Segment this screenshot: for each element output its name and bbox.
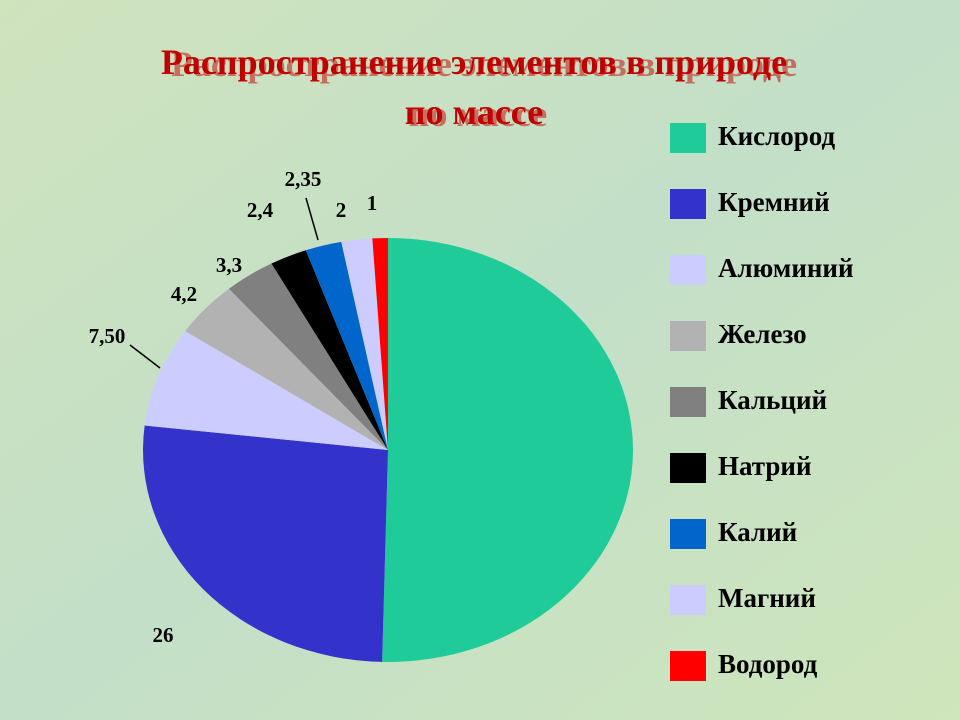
legend-label: Водород bbox=[718, 649, 818, 679]
data-label: 3,3 bbox=[216, 253, 242, 277]
chart-title: по массе bbox=[405, 92, 543, 132]
pie-slice bbox=[382, 238, 633, 662]
pie-slice bbox=[144, 331, 388, 450]
legend-label: Алюминий bbox=[718, 253, 854, 283]
legend-label: Калий bbox=[718, 517, 797, 547]
data-label: 2,35 bbox=[285, 167, 322, 191]
legend-label: Кремний bbox=[718, 187, 830, 217]
data-label: 26 bbox=[153, 623, 174, 647]
data-label: 7,50 bbox=[89, 324, 126, 348]
legend-swatch bbox=[670, 189, 706, 219]
title-shadow: по массе bbox=[409, 94, 547, 134]
legend-swatch bbox=[670, 387, 706, 417]
pie-slice bbox=[341, 238, 388, 450]
pie-slice bbox=[372, 238, 388, 450]
legend-label: Железо bbox=[718, 319, 807, 349]
chart-title: Распространение элементов в природе bbox=[161, 42, 787, 82]
pie-slice bbox=[142, 425, 388, 662]
legend-label: Магний bbox=[718, 583, 816, 613]
pie-slice bbox=[305, 241, 388, 450]
data-label: 2 bbox=[336, 198, 347, 222]
data-label: 4,2 bbox=[171, 282, 197, 306]
pie-slice bbox=[185, 288, 388, 450]
legend-swatch bbox=[670, 585, 706, 615]
pie-slice bbox=[228, 263, 388, 450]
legend-label: Кислород bbox=[718, 121, 836, 151]
legend-swatch bbox=[670, 321, 706, 351]
leader-line bbox=[305, 197, 319, 241]
legend-swatch bbox=[670, 453, 706, 483]
legend-swatch bbox=[670, 651, 706, 681]
pie-slice bbox=[271, 250, 388, 450]
legend-swatch bbox=[670, 255, 706, 285]
title-shadow: Распространение элементов в природе bbox=[171, 44, 797, 84]
leader-line bbox=[129, 344, 161, 369]
legend-swatch bbox=[670, 519, 706, 549]
legend-swatch bbox=[670, 123, 706, 153]
data-label: 1 bbox=[367, 191, 378, 215]
legend-label: Кальций bbox=[718, 385, 827, 415]
data-label: 2,4 bbox=[247, 198, 274, 222]
legend-label: Натрий bbox=[718, 451, 812, 481]
